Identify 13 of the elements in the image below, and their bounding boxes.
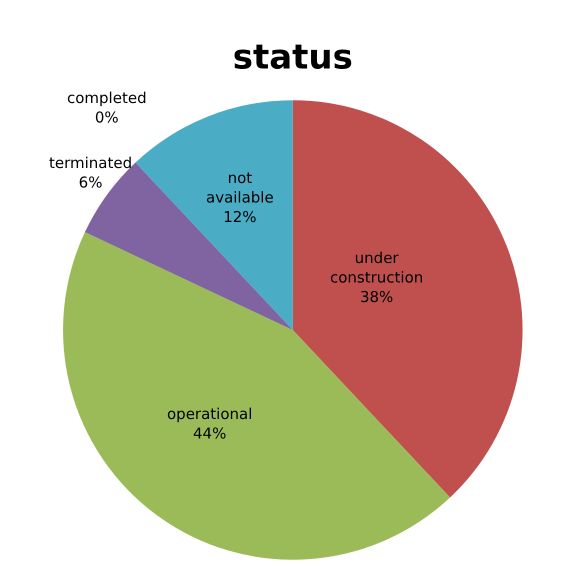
category-label: completed [67, 89, 147, 107]
slice-label: terminated [49, 154, 132, 172]
slice-label: under construction [330, 249, 424, 286]
data-label: 44% [193, 424, 226, 442]
chart-title: status [232, 38, 353, 78]
data-label: 12% [223, 208, 257, 226]
data-label: 38% [360, 288, 394, 306]
text: 0% [94, 108, 119, 126]
slice-label: not available [206, 169, 274, 206]
data-label: 6% [78, 174, 102, 192]
pie-slice [292, 100, 522, 498]
slice-label: operational [167, 405, 252, 423]
pie-slice [63, 232, 450, 560]
